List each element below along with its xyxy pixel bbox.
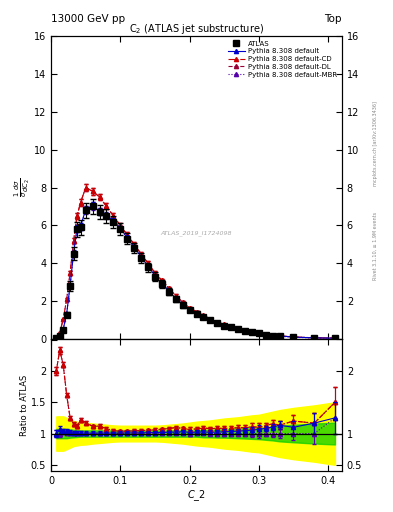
Text: Top: Top xyxy=(324,14,342,24)
Text: 13000 GeV pp: 13000 GeV pp xyxy=(51,14,125,24)
Y-axis label: $\frac{1}{\sigma}\frac{d\sigma}{dC_2}$: $\frac{1}{\sigma}\frac{d\sigma}{dC_2}$ xyxy=(13,178,33,198)
Text: mcplots.cern.ch [arXiv:1306.3436]: mcplots.cern.ch [arXiv:1306.3436] xyxy=(373,101,378,186)
Legend: ATLAS, Pythia 8.308 default, Pythia 8.308 default-CD, Pythia 8.308 default-DL, P: ATLAS, Pythia 8.308 default, Pythia 8.30… xyxy=(225,38,340,80)
Title: C$_2$ (ATLAS jet substructure): C$_2$ (ATLAS jet substructure) xyxy=(129,22,264,36)
Text: Rivet 3.1.10, ≥ 1.9M events: Rivet 3.1.10, ≥ 1.9M events xyxy=(373,211,378,280)
X-axis label: $C\_2$: $C\_2$ xyxy=(187,488,206,503)
Text: ATLAS_2019_I1724098: ATLAS_2019_I1724098 xyxy=(161,230,232,236)
Y-axis label: Ratio to ATLAS: Ratio to ATLAS xyxy=(20,374,29,436)
